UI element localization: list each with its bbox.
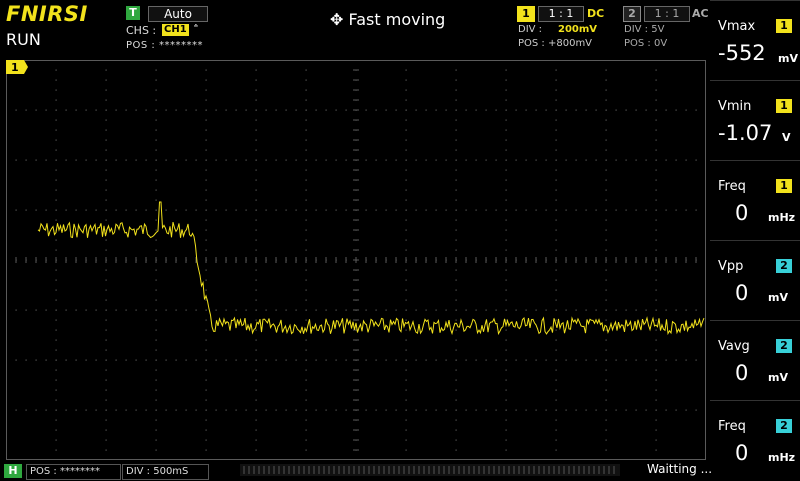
measurement-unit: V xyxy=(782,131,791,144)
mode-indicator[interactable]: ✥ Fast moving xyxy=(330,10,445,29)
horizontal-badge[interactable]: H xyxy=(4,464,22,478)
waveform-display[interactable]: 1 xyxy=(6,60,706,460)
measurement-value: 0 xyxy=(735,281,749,305)
measurement-value: 0 xyxy=(735,361,749,385)
trigger-mode[interactable]: Auto xyxy=(148,6,208,22)
measurement-channel-badge: 2 xyxy=(776,339,792,353)
channel1-trace xyxy=(37,201,705,336)
measurement-label: Vmin xyxy=(718,99,752,114)
mode-text: Fast moving xyxy=(348,10,446,29)
channel1-div-value[interactable]: 200mV xyxy=(558,24,598,35)
horizontal-timebase[interactable]: DIV : 500mS xyxy=(122,464,209,480)
memory-timeline-bar[interactable] xyxy=(240,464,620,476)
trigger-source-badge[interactable]: CH1 xyxy=(162,24,189,36)
measurement-vpp[interactable]: Vpp 2 0 mV xyxy=(710,240,800,321)
measurement-freq-ch2[interactable]: Freq 2 0 mHz xyxy=(710,400,800,481)
channel1-position[interactable]: POS : +800mV xyxy=(518,38,593,49)
channel2-badge[interactable]: 2 xyxy=(623,6,641,22)
measurement-unit: mV xyxy=(778,52,798,65)
measurement-vmax[interactable]: Vmax 1 -552 mV xyxy=(710,0,800,81)
status-text: Waitting ... xyxy=(647,462,713,476)
measurement-channel-badge: 2 xyxy=(776,419,792,433)
measurement-value: 0 xyxy=(735,441,749,465)
channel2-coupling[interactable]: AC xyxy=(692,7,709,20)
channel1-marker-label: 1 xyxy=(11,61,19,74)
measurement-label: Vpp xyxy=(718,259,744,274)
measurement-vmin[interactable]: Vmin 1 -1.07 V xyxy=(710,80,800,161)
measurement-value: 0 xyxy=(735,201,749,225)
measurement-label: Vmax xyxy=(718,19,756,34)
measurement-freq-ch1[interactable]: Freq 1 0 mHz xyxy=(710,160,800,241)
channel1-div-label: DIV : xyxy=(518,24,543,35)
channel1-marker xyxy=(6,60,28,74)
measurement-channel-badge: 2 xyxy=(776,259,792,273)
trigger-source-label: CHS : xyxy=(126,24,157,37)
measurement-vavg[interactable]: Vavg 2 0 mV xyxy=(710,320,800,401)
horizontal-position[interactable]: POS : ******** xyxy=(26,464,121,480)
trigger-position: POS : ******** xyxy=(126,40,203,51)
measurement-label: Freq xyxy=(718,179,746,194)
channel2-div[interactable]: DIV : 5V xyxy=(624,24,665,35)
measurement-value: -552 xyxy=(718,41,766,65)
channel1-probe-ratio[interactable]: 1 : 1 xyxy=(538,6,584,22)
move-arrows-icon: ✥ xyxy=(330,10,344,29)
channel2-probe-ratio[interactable]: 1 : 1 xyxy=(644,6,690,22)
measurement-unit: mV xyxy=(768,371,788,384)
brand-logo: FNIRSI xyxy=(6,2,88,26)
channel1-coupling[interactable]: DC xyxy=(587,7,605,20)
measurement-unit: mHz xyxy=(768,211,796,224)
measurement-label: Vavg xyxy=(718,339,750,354)
measurement-value: -1.07 xyxy=(718,121,773,145)
channel1-badge[interactable]: 1 xyxy=(517,6,535,22)
measurement-unit: mHz xyxy=(768,451,796,464)
run-state[interactable]: RUN xyxy=(6,30,41,49)
measurement-panel: Vmax 1 -552 mV Vmin 1 -1.07 V Freq 1 0 m… xyxy=(710,0,800,480)
measurement-channel-badge: 1 xyxy=(776,19,792,33)
plot-grid xyxy=(6,60,706,460)
measurement-label: Freq xyxy=(718,419,746,434)
measurement-unit: mV xyxy=(768,291,788,304)
trigger-badge[interactable]: T xyxy=(126,6,140,20)
measurement-channel-badge: 1 xyxy=(776,99,792,113)
measurement-channel-badge: 1 xyxy=(776,179,792,193)
channel2-position[interactable]: POS : 0V xyxy=(624,38,668,49)
